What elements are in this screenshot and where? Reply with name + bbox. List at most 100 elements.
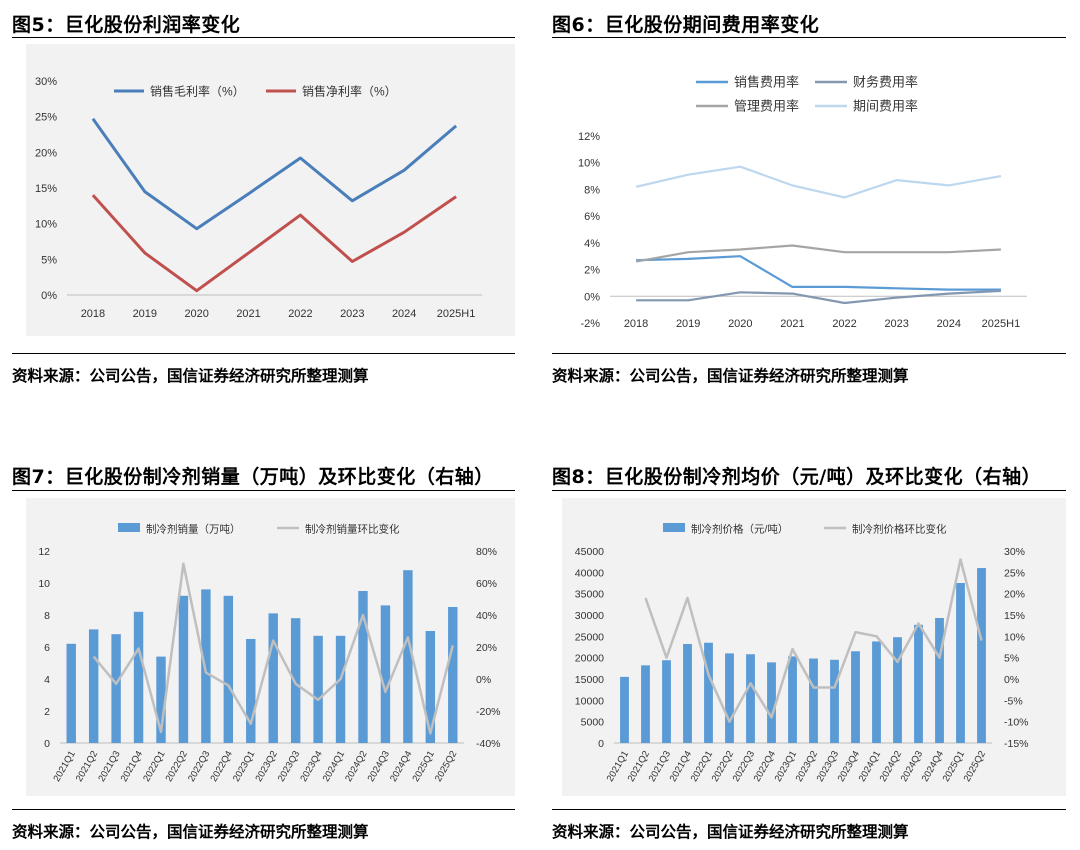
y-tick-label: 0 [598, 738, 604, 750]
legend-label: 管理费用率 [734, 99, 799, 114]
legend-label: 制冷剂销量环比变化 [305, 523, 400, 536]
y-tick-label: 30000 [575, 610, 604, 622]
y-tick-label: 8% [584, 184, 600, 196]
y-tick-label: 5% [41, 254, 57, 266]
y2-tick-label: -10% [1004, 717, 1029, 729]
figure-title: 图6：巨化股份期间费用率变化 [552, 14, 820, 36]
y-tick-label: 20000 [575, 653, 604, 665]
y-tick-label: 15000 [575, 674, 604, 686]
bar [851, 651, 860, 743]
x-tick-label: 2020 [728, 318, 752, 330]
y2-tick-label: 25% [1004, 567, 1025, 579]
bar [746, 654, 755, 743]
x-tick-label: 2025H1 [437, 308, 476, 320]
bar [380, 605, 391, 743]
bar [872, 641, 881, 743]
x-tick-label: 2019 [676, 318, 700, 330]
source-rule [12, 809, 515, 810]
series-line [636, 255, 1001, 291]
series-line [635, 244, 1001, 263]
legend-swatch [663, 523, 685, 532]
title-rule [552, 37, 1066, 38]
legend-label: 销售费用率 [734, 75, 799, 90]
x-tick-label: 2025H1 [982, 318, 1021, 330]
y-tick-label: 10% [35, 219, 57, 231]
bar [809, 658, 818, 743]
y2-tick-label: 30% [1004, 546, 1025, 558]
source-rule [12, 353, 515, 354]
figure-8: 图8：巨化股份制冷剂均价（元/吨）及环比变化（右轴） 0 5000 10000 150… [552, 458, 1066, 844]
bar [335, 635, 346, 743]
figure-title: 图7：巨化股份制冷剂销量（万吨）及环比变化（右轴） [12, 466, 494, 488]
legend-label: 期间费用率 [853, 99, 918, 114]
y-tick-label: 10000 [575, 695, 604, 707]
y-tick-label: 5000 [581, 717, 605, 729]
y-tick-label: 6 [44, 642, 50, 654]
title-rule [12, 490, 515, 491]
y2-tick-label: 20% [1004, 589, 1025, 601]
refrigerant-volume-chart: 024681012-40%-20%0%20%40%60%80%2021Q1202… [26, 498, 515, 796]
bar [977, 568, 986, 743]
figure-title: 图5：巨化股份利润率变化 [12, 14, 241, 36]
y2-tick-label: -40% [476, 738, 501, 750]
y2-tick-label: 10% [1004, 631, 1025, 643]
y2-tick-label: 40% [476, 610, 497, 622]
bar [788, 656, 797, 743]
y-tick-label: 20% [35, 147, 57, 159]
profit-margin-chart: 0% 5% 10% 15% 20% 25% 30% 2018 2019 2020 2021 2022 2… [26, 44, 515, 336]
x-tick-label: 2023 [884, 318, 908, 330]
legend-label: 制冷剂价格（元/吨） [691, 523, 788, 536]
bar [725, 653, 734, 743]
x-tick-label: 2021 [780, 318, 804, 330]
y2-tick-label: 80% [476, 546, 497, 558]
y-tick-label: 2% [584, 265, 600, 277]
y-tick-label: 10 [38, 578, 50, 590]
x-tick-label: 2022 [288, 308, 312, 320]
bar [268, 613, 278, 743]
x-tick-label: 2024 [392, 308, 416, 320]
y-tick-label: 8 [44, 610, 50, 622]
bar [620, 676, 629, 743]
y-tick-label: 0% [584, 291, 600, 303]
x-tick-label: 2024 [937, 318, 961, 330]
bar [201, 589, 211, 743]
figure-source: 资料来源：公司公告，国信证券经济研究所整理测算 [12, 367, 369, 385]
bar [178, 595, 189, 743]
bar [223, 595, 234, 743]
bar [935, 617, 944, 743]
legend-label: 销售毛利率（%） [150, 84, 245, 99]
y2-tick-label: 5% [1004, 653, 1019, 665]
figure-source: 资料来源：公司公告，国信证券经济研究所整理测算 [12, 823, 369, 841]
bar [893, 637, 902, 743]
bar [448, 607, 458, 743]
y-tick-label: 15% [35, 183, 57, 195]
bar [767, 662, 776, 743]
source-rule [552, 809, 1066, 810]
bar [425, 631, 436, 743]
figure-7: 图7：巨化股份制冷剂销量（万吨）及环比变化（右轴） 0 2 4 6 8 10 12 -40% -… [12, 458, 515, 844]
y-tick-label: 0 [44, 738, 50, 750]
x-tick-label: 2023 [340, 308, 364, 320]
bar [830, 659, 839, 743]
bar [111, 634, 121, 743]
bar [403, 570, 413, 743]
x-tick-label: 2022 [832, 318, 856, 330]
y-tick-label: 30% [35, 76, 57, 88]
expense-ratio-chart: -2% 0% 2% 4% 6% 8% 10% 12% 2018 2019 2020 2021 2022 2… [578, 75, 1027, 330]
y2-tick-label: -5% [1004, 695, 1023, 707]
y-tick-label: 12% [578, 131, 600, 143]
y-tick-label: 4% [584, 238, 600, 250]
legend-label: 财务费用率 [853, 75, 918, 90]
bar [246, 639, 256, 743]
y-tick-label: 35000 [575, 589, 604, 601]
x-tick-label: 2020 [184, 308, 208, 320]
legend-swatch [118, 523, 140, 532]
y2-tick-label: 15% [1004, 610, 1025, 622]
bar [662, 660, 671, 743]
y-tick-label: 0% [41, 290, 57, 302]
y-tick-label: 10% [578, 158, 600, 170]
y2-tick-label: 60% [476, 578, 497, 590]
series-line [92, 562, 455, 735]
figure-source: 资料来源：公司公告，国信证券经济研究所整理测算 [552, 823, 909, 841]
bar [66, 643, 76, 743]
